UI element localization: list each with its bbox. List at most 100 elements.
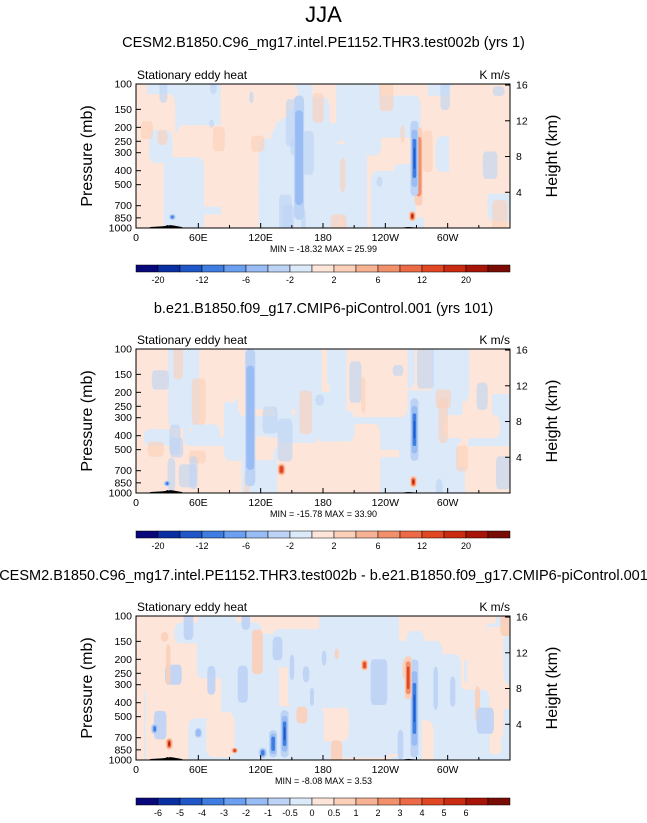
x-tick-label: 0 xyxy=(133,232,139,244)
contour-patch xyxy=(165,644,171,686)
heatmap-field xyxy=(136,349,510,493)
contour-patch xyxy=(432,349,470,403)
colorbar-swatch xyxy=(157,797,181,806)
panel-left-label: Stationary eddy heat xyxy=(137,333,248,347)
pos-spot-contour xyxy=(233,748,236,753)
colorbar-label: -1 xyxy=(264,808,272,818)
height-tick-label: 8 xyxy=(516,683,522,695)
colorbar-swatch xyxy=(355,797,379,806)
contour-patch xyxy=(501,349,510,360)
contour-patch xyxy=(159,84,168,103)
min-max-stats: MIN = -18.32 MAX = 25.99 xyxy=(270,244,377,254)
contour-patch xyxy=(503,631,510,685)
figure-title: JJA xyxy=(305,2,342,27)
panel-units: K m/s xyxy=(479,333,510,347)
y-tick-label: 850 xyxy=(114,212,132,224)
y-tick-label: 700 xyxy=(114,200,132,212)
colorbar-swatch xyxy=(333,530,357,539)
contour-patch xyxy=(379,84,394,112)
pos-spot-contour xyxy=(363,662,366,669)
contour-patch xyxy=(455,445,469,472)
contour-patch xyxy=(331,740,343,760)
contour-patch xyxy=(383,654,462,755)
height-tick-label: 4 xyxy=(516,187,522,199)
contour-patch xyxy=(503,349,510,406)
colorbar-swatch xyxy=(201,264,225,273)
contour-patch xyxy=(400,125,405,143)
contour-patch xyxy=(271,95,290,119)
neg-column-contour xyxy=(260,750,265,756)
panel-title: CESM2.B1850.C96_mg17.intel.PE1152.THR3.t… xyxy=(122,35,525,51)
colorbar-swatch xyxy=(311,797,335,806)
neg-column-contour xyxy=(271,736,275,751)
colorbar-label: 12 xyxy=(417,541,427,551)
neg-spot-contour xyxy=(165,481,169,486)
contour-patch xyxy=(440,84,450,110)
right-axis-title: Height (km) xyxy=(544,115,561,198)
contour-patch xyxy=(361,377,366,414)
x-tick-label: 120E xyxy=(248,232,273,244)
contour-patch xyxy=(370,170,417,228)
colorbar-label: -5 xyxy=(176,808,184,818)
y-tick-label: 150 xyxy=(114,636,132,648)
x-tick-label: 120W xyxy=(372,232,400,244)
contour-patch xyxy=(447,633,471,655)
contour-patch xyxy=(376,176,383,187)
y-tick-label: 200 xyxy=(114,387,132,399)
neg-spot-contour xyxy=(195,729,201,737)
panel-left-label: Stationary eddy heat xyxy=(137,600,248,614)
contour-patch xyxy=(312,93,324,123)
y-axis-title: Pressure (mb) xyxy=(79,370,96,471)
colorbar-label: 2 xyxy=(331,541,336,551)
contour-patch xyxy=(251,629,263,674)
contour-patch xyxy=(314,122,372,142)
colorbar-swatch xyxy=(311,264,335,273)
height-tick-label: 16 xyxy=(516,612,528,624)
pos-spot-contour xyxy=(412,480,415,484)
contour-patch xyxy=(476,707,494,734)
height-tick-label: 16 xyxy=(516,345,528,357)
contour-patch xyxy=(452,689,490,760)
colorbar-swatch xyxy=(201,797,225,806)
colorbar-label: -6 xyxy=(242,541,250,551)
contour-patch xyxy=(330,214,347,228)
colorbar-swatch xyxy=(333,264,357,273)
contour-patch xyxy=(296,706,308,724)
panel-1: CESM2.B1850.C96_mg17.intel.PE1152.THR3.t… xyxy=(79,35,561,285)
contour-patch xyxy=(189,456,198,490)
contour-patch xyxy=(169,437,184,458)
y-tick-label: 250 xyxy=(114,136,132,148)
contour-patch xyxy=(157,129,168,145)
colorbar-label: 12 xyxy=(417,275,427,285)
y-tick-label: 1000 xyxy=(109,755,133,767)
colorbar-swatch xyxy=(135,797,159,806)
colorbar-swatch xyxy=(289,530,313,539)
colorbar-swatch xyxy=(355,264,379,273)
panel-left-label: Stationary eddy heat xyxy=(137,68,248,82)
colorbar-label: 3 xyxy=(397,808,402,818)
pos-column-contour xyxy=(279,466,284,473)
neg-spot-contour xyxy=(171,215,174,219)
contour-patch xyxy=(500,732,510,755)
contour-patch xyxy=(302,666,310,683)
colorbar-swatch xyxy=(333,797,357,806)
y-tick-label: 850 xyxy=(114,477,132,489)
colorbar-label: -2 xyxy=(286,541,294,551)
contour-patch xyxy=(309,687,315,707)
neg-column-contour xyxy=(413,147,416,169)
contour-patch xyxy=(147,441,164,457)
y-tick-label: 1000 xyxy=(109,223,133,235)
y-tick-label: 400 xyxy=(114,430,132,442)
contour-patch xyxy=(163,157,205,228)
colorbar-label: 0.5 xyxy=(328,808,341,818)
colorbar-swatch xyxy=(267,797,291,806)
panel-units: K m/s xyxy=(479,68,510,82)
colorbar-swatch xyxy=(377,530,401,539)
contour-patch xyxy=(422,130,433,173)
contour-patch xyxy=(241,616,251,630)
contour-patch xyxy=(207,666,216,695)
colorbar-label: -12 xyxy=(195,275,208,285)
colorbar-swatch xyxy=(267,264,291,273)
contour-patch xyxy=(190,424,221,443)
contour-patch xyxy=(500,616,510,637)
